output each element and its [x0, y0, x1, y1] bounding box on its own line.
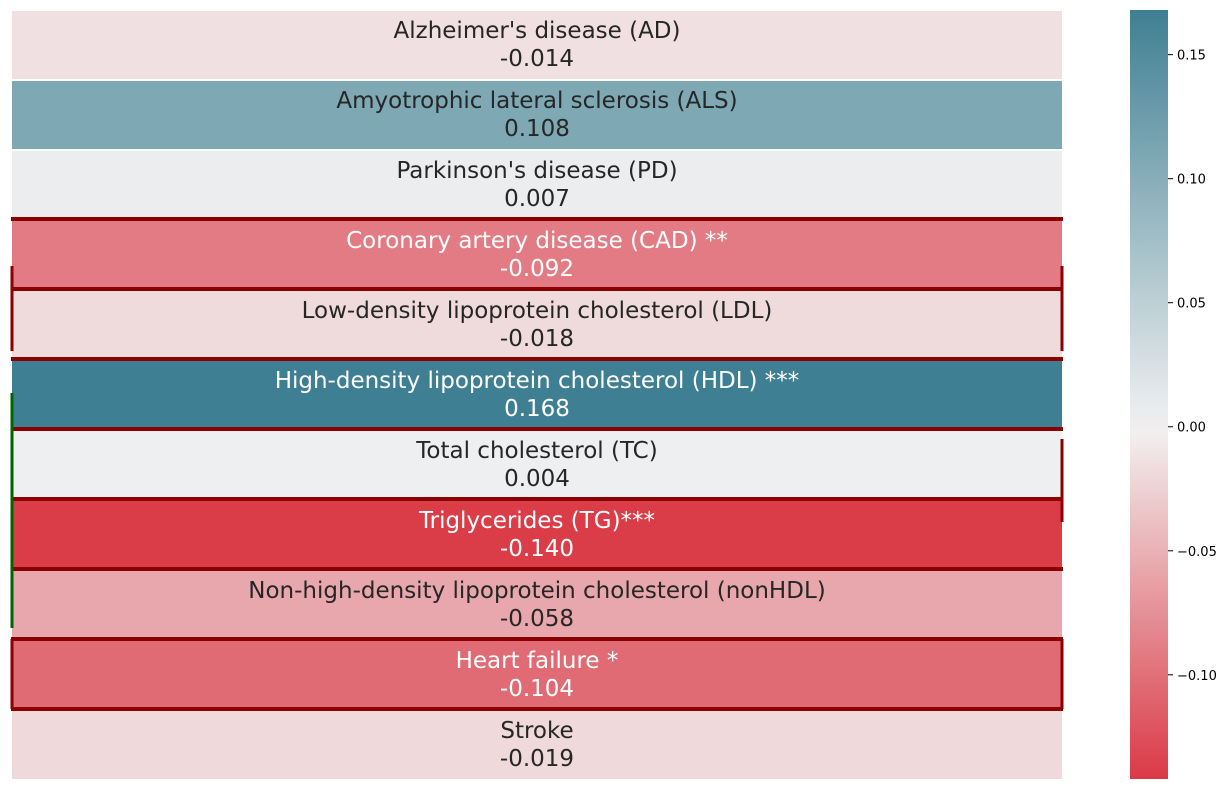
cell-row-label: High-density lipoprotein cholesterol (HD…	[275, 368, 800, 394]
cell-value-label: -0.140	[500, 536, 574, 562]
cell-value-label: 0.004	[504, 466, 570, 492]
colorbar-tick-label: −0.05	[1177, 545, 1217, 560]
heatmap-cell	[10, 79, 1064, 151]
colorbar-tick-label: 0.15	[1177, 49, 1206, 64]
colorbar: 0.15 0.10 0.05 0.00 −0.05 −0.10	[1130, 10, 1217, 779]
heatmap-cell	[10, 709, 1064, 781]
heatmap-cell	[10, 9, 1064, 81]
heatmap-cells: Alzheimer's disease (AD)-0.014 Amyotrophi…	[10, 9, 1064, 781]
colorbar-tick-label: −0.10	[1177, 669, 1217, 684]
cell-row-label: Low-density lipoprotein cholesterol (LDL…	[302, 298, 773, 324]
cell-row-label: Alzheimer's disease (AD)	[394, 18, 681, 44]
cell-row-label: Coronary artery disease (CAD) **	[346, 228, 728, 254]
cell-row-label: Triglycerides (TG)***	[418, 508, 655, 534]
heatmap-cell	[10, 359, 1064, 431]
colorbar-ticks: 0.15 0.10 0.05 0.00 −0.05 −0.10	[1168, 49, 1217, 684]
cell-value-label: -0.104	[500, 676, 574, 702]
cell-value-label: 0.168	[504, 396, 570, 422]
cell-row-label: Stroke	[500, 718, 573, 744]
heatmap-cell	[10, 219, 1064, 291]
heatmap-cell	[10, 639, 1064, 711]
colorbar-gradient	[1130, 10, 1168, 779]
cell-row-label: Parkinson's disease (PD)	[396, 158, 677, 184]
colorbar-tick-label: 0.00	[1177, 421, 1206, 436]
cell-value-label: 0.007	[504, 186, 570, 212]
cell-row-label: Total cholesterol (TC)	[415, 438, 657, 464]
cell-value-label: 0.108	[504, 116, 570, 142]
colorbar-tick-label: 0.05	[1177, 297, 1206, 312]
cell-value-label: -0.018	[500, 326, 574, 352]
heatmap-cell	[10, 149, 1064, 221]
cell-value-label: -0.092	[500, 256, 574, 282]
cell-value-label: -0.058	[500, 606, 574, 632]
cell-value-label: -0.014	[500, 46, 574, 72]
cell-row-label: Non-high-density lipoprotein cholesterol…	[248, 578, 825, 604]
cell-row-label: Amyotrophic lateral sclerosis (ALS)	[336, 88, 737, 114]
cell-row-label: Heart failure *	[456, 648, 619, 674]
colorbar-tick-label: 0.10	[1177, 173, 1206, 188]
cell-value-label: -0.019	[500, 746, 574, 772]
highlight-boxes	[10, 217, 1064, 711]
